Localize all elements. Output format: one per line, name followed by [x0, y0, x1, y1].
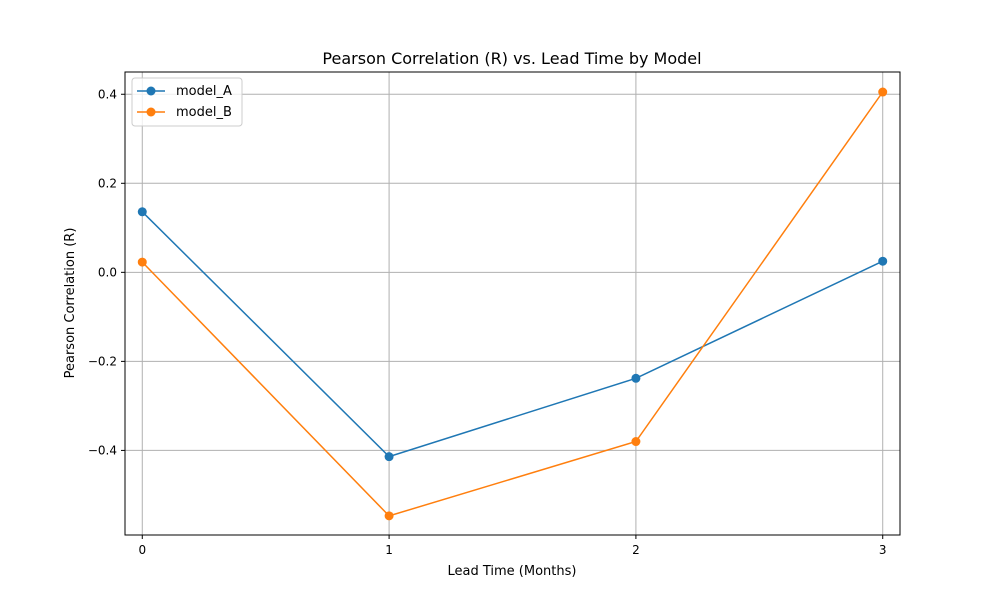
x-tick-label: 2	[632, 543, 640, 557]
series-line-model-b	[141, 91, 884, 517]
y-tick-label: −0.4	[88, 443, 117, 457]
legend: model_A model_B	[131, 77, 243, 127]
legend-label-model-a: model_A	[176, 84, 232, 99]
series-lines	[137, 87, 888, 521]
data-point-model-b	[631, 437, 641, 447]
data-point-model-a	[137, 207, 147, 217]
x-tick-label: 0	[138, 543, 146, 557]
y-tick-label: −0.2	[88, 354, 117, 368]
data-point-model-a	[878, 256, 888, 266]
legend-entry-model-b: model_B	[137, 105, 232, 120]
data-point-model-a	[384, 452, 394, 462]
plot-area	[124, 71, 901, 536]
legend-box	[131, 77, 243, 127]
x-tick-label: 3	[879, 543, 887, 557]
series-line-model-a	[141, 211, 884, 458]
data-point-model-b	[137, 257, 147, 267]
legend-label-model-b: model_B	[176, 105, 232, 120]
y-tick-label: 0.4	[98, 87, 117, 101]
data-point-model-a	[631, 373, 641, 383]
data-point-model-b	[384, 511, 394, 521]
legend-entry-model-a: model_A	[137, 84, 232, 99]
data-point-model-b	[878, 87, 888, 97]
legend-marker-model-b	[146, 107, 156, 117]
grid	[125, 72, 900, 535]
y-axis-label: Pearson Correlation (R)	[63, 228, 78, 379]
x-tick-label: 1	[385, 543, 393, 557]
legend-marker-model-a	[146, 86, 156, 96]
axis-ticks: 0 1 2 3 −0.4 −0.2 0.0 0.2 0.4	[88, 87, 887, 557]
y-tick-label: 0.2	[98, 176, 117, 190]
x-axis-label: Lead Time (Months)	[448, 564, 577, 579]
y-tick-label: 0.0	[98, 265, 117, 279]
chart-title: Pearson Correlation (R) vs. Lead Time by…	[322, 49, 701, 68]
